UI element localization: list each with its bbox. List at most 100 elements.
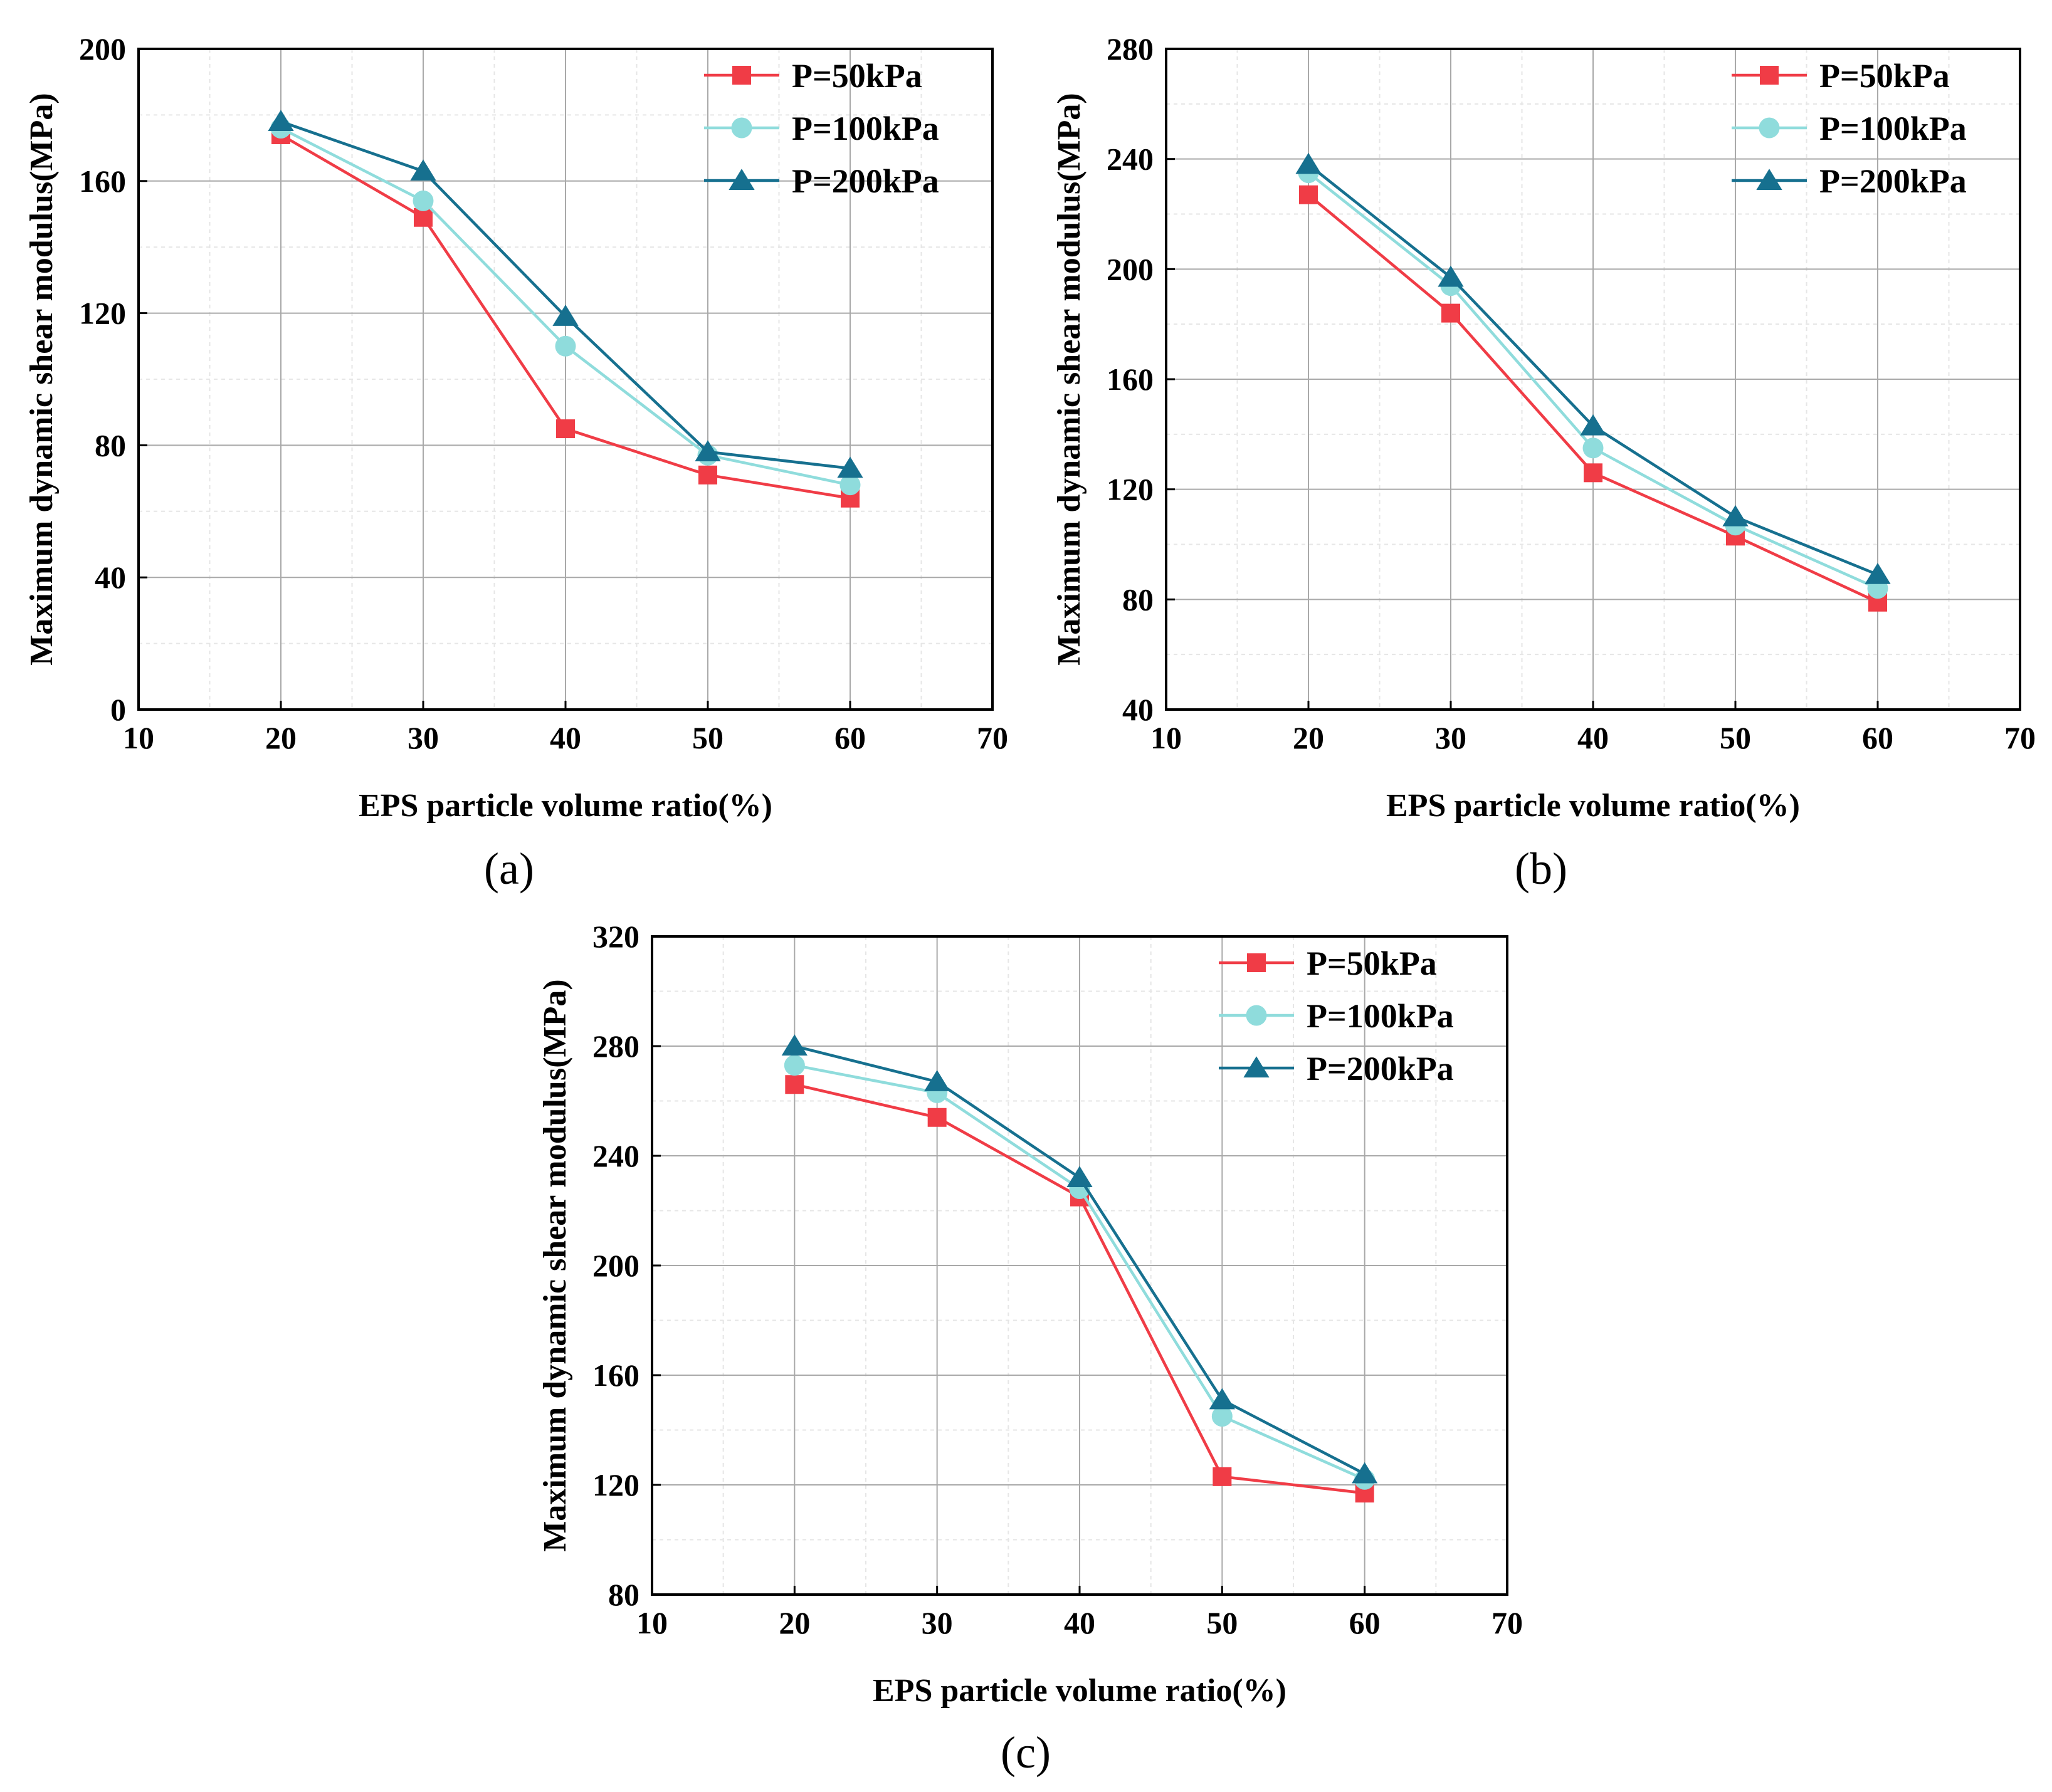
minor-grid xyxy=(139,49,992,710)
y-tick-label: 200 xyxy=(1107,251,1154,286)
legend-marker xyxy=(729,169,755,190)
legend-marker xyxy=(731,117,752,139)
data-point xyxy=(1582,438,1604,459)
x-tick-label: 10 xyxy=(123,720,154,755)
x-tick-label: 30 xyxy=(922,1605,953,1640)
data-point xyxy=(1066,1166,1093,1187)
data-point xyxy=(410,159,436,181)
data-point xyxy=(837,456,863,478)
chart-panel-2: 10 20 30 40 50 60 70 40 80 120 160 200 240 280 EPS par… xyxy=(1051,31,2036,894)
x-tick-label: 40 xyxy=(1064,1605,1095,1640)
legend-label: P=50kPa xyxy=(792,57,922,95)
data-point xyxy=(927,1108,947,1127)
x-tick-label: 60 xyxy=(834,720,866,755)
series-P=200kPa xyxy=(268,110,863,478)
data-point xyxy=(839,474,861,496)
x-axis-title: EPS particle volume ratio(%) xyxy=(1386,788,1800,824)
x-tick-label: 50 xyxy=(1720,720,1751,755)
y-tick-label: 160 xyxy=(79,164,126,199)
series-P=200kPa xyxy=(781,1034,1378,1484)
data-point xyxy=(785,1075,804,1094)
data-point xyxy=(695,440,721,461)
data-point xyxy=(556,419,575,439)
x-tick-label: 70 xyxy=(1492,1605,1523,1640)
x-tick-label: 40 xyxy=(1577,720,1609,755)
chart-panel-1: 10 20 30 40 50 60 70 0 40 80 120 160 200 EPS particle… xyxy=(24,31,1008,894)
x-tick-label: 60 xyxy=(1349,1605,1381,1640)
legend-label: P=100kPa xyxy=(1819,110,1967,147)
y-tick-label: 160 xyxy=(1107,362,1154,397)
legend-label: P=100kPa xyxy=(1307,997,1454,1035)
legend-label: P=100kPa xyxy=(792,110,939,147)
x-tick-label: 20 xyxy=(779,1605,810,1640)
x-tick-label: 50 xyxy=(1206,1605,1238,1640)
y-tick-label: 120 xyxy=(1107,472,1154,507)
legend-label: P=200kPa xyxy=(1819,162,1967,200)
panel-label: (a) xyxy=(484,844,534,894)
y-tick-label: 40 xyxy=(1122,692,1154,727)
legend-marker xyxy=(1759,117,1780,139)
y-axis-title: Maximum dynamic shear modulus(MPa) xyxy=(1051,93,1087,665)
y-tick-label: 0 xyxy=(110,692,126,727)
x-tick-label: 70 xyxy=(2004,720,2036,755)
x-tick-label: 60 xyxy=(1862,720,1893,755)
x-tick-label: 70 xyxy=(977,720,1008,755)
y-tick-label: 200 xyxy=(592,1248,639,1283)
y-tick-label: 240 xyxy=(1107,142,1154,177)
x-tick-label: 20 xyxy=(1293,720,1324,755)
data-point xyxy=(924,1070,950,1091)
data-point xyxy=(1722,505,1749,527)
x-tick-label: 40 xyxy=(550,720,581,755)
y-tick-label: 280 xyxy=(1107,31,1154,66)
y-tick-label: 120 xyxy=(592,1467,639,1502)
y-tick-label: 120 xyxy=(79,296,126,331)
legend-marker xyxy=(1246,1005,1267,1026)
x-tick-label: 10 xyxy=(1150,720,1182,755)
y-tick-label: 80 xyxy=(608,1577,639,1612)
legend-label: P=50kPa xyxy=(1307,945,1437,982)
y-tick-label: 40 xyxy=(95,560,126,595)
legend: P=50kPa P=100kPa P=200kPa xyxy=(704,57,939,200)
legend-label: P=200kPa xyxy=(792,162,939,200)
data-point xyxy=(1299,185,1318,204)
y-tick-label: 320 xyxy=(592,919,639,954)
data-point xyxy=(552,305,579,326)
data-point xyxy=(1352,1462,1378,1484)
legend-label: P=50kPa xyxy=(1819,57,1950,95)
data-point xyxy=(1211,1406,1233,1427)
data-point xyxy=(1295,152,1322,174)
data-point xyxy=(413,190,434,211)
data-point xyxy=(1213,1467,1232,1486)
x-tick-label: 30 xyxy=(1435,720,1466,755)
y-tick-label: 240 xyxy=(592,1138,639,1173)
data-point xyxy=(784,1055,805,1076)
y-tick-label: 160 xyxy=(592,1358,639,1393)
data-point xyxy=(1438,265,1464,287)
x-axis-title: EPS particle volume ratio(%) xyxy=(873,1673,1286,1709)
legend-marker xyxy=(1756,169,1782,190)
legend: P=50kPa P=100kPa P=200kPa xyxy=(1732,57,1967,200)
legend-marker xyxy=(732,66,751,85)
legend-marker xyxy=(1760,66,1779,85)
x-tick-label: 20 xyxy=(265,720,297,755)
data-point xyxy=(698,465,717,485)
major-grid xyxy=(1166,49,2020,710)
data-point xyxy=(1865,563,1891,584)
x-tick-label: 10 xyxy=(636,1605,668,1640)
data-point xyxy=(555,335,576,357)
x-tick-label: 30 xyxy=(408,720,439,755)
y-tick-label: 80 xyxy=(1122,582,1154,617)
legend-label: P=200kPa xyxy=(1307,1050,1454,1087)
y-tick-label: 80 xyxy=(95,427,126,463)
data-point xyxy=(1580,414,1606,436)
data-point xyxy=(268,110,294,131)
major-grid xyxy=(652,936,1507,1595)
data-point xyxy=(781,1034,808,1056)
major-grid xyxy=(139,49,992,710)
x-tick-label: 50 xyxy=(692,720,723,755)
legend-marker xyxy=(1243,1056,1270,1077)
x-axis-title: EPS particle volume ratio(%) xyxy=(359,788,772,824)
panel-label: (c) xyxy=(1001,1727,1051,1778)
data-point xyxy=(1209,1388,1235,1410)
